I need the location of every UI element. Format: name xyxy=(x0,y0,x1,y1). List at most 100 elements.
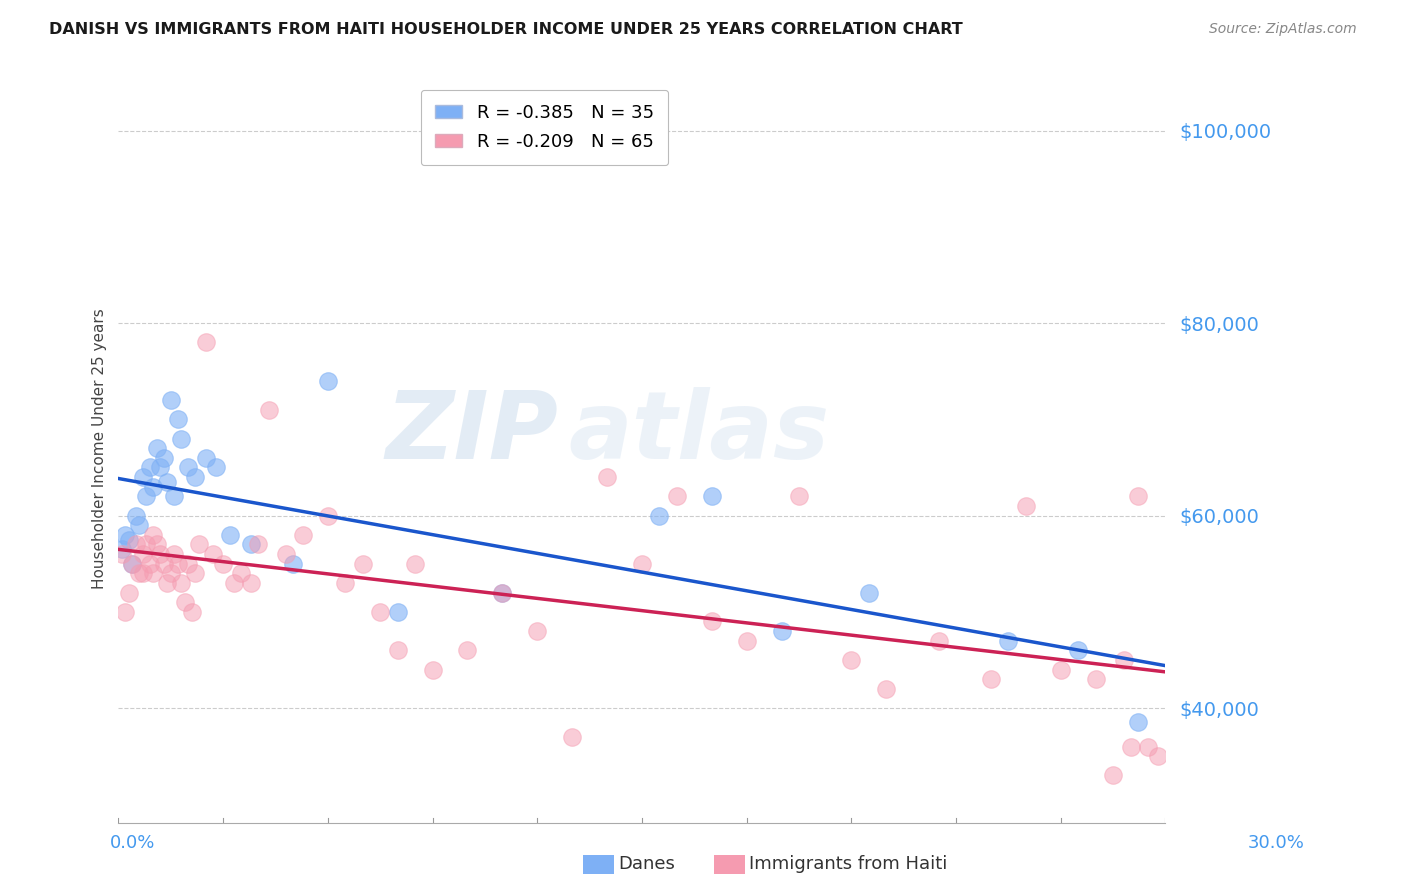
Point xyxy=(163,547,186,561)
Point xyxy=(184,470,207,484)
Point xyxy=(422,663,444,677)
Point xyxy=(404,557,426,571)
Point xyxy=(135,489,157,503)
Point xyxy=(1102,768,1125,782)
Point xyxy=(928,633,950,648)
Point xyxy=(135,537,157,551)
Text: Danes: Danes xyxy=(619,855,675,873)
Point xyxy=(118,533,141,547)
Point xyxy=(194,335,217,350)
Text: 0.0%: 0.0% xyxy=(110,834,155,852)
Point xyxy=(132,547,155,561)
Y-axis label: Householder Income Under 25 years: Householder Income Under 25 years xyxy=(93,308,107,589)
Point xyxy=(159,566,181,581)
Point xyxy=(166,557,188,571)
Point xyxy=(219,528,242,542)
Point xyxy=(997,633,1019,648)
Point xyxy=(352,557,374,571)
Point xyxy=(128,518,150,533)
Point xyxy=(170,576,193,591)
Point xyxy=(1084,672,1107,686)
Point xyxy=(526,624,548,638)
Point xyxy=(111,542,134,557)
Point xyxy=(247,537,270,551)
Point xyxy=(631,557,654,571)
Text: ZIP: ZIP xyxy=(385,387,558,479)
Point xyxy=(491,585,513,599)
Point xyxy=(222,576,245,591)
Point xyxy=(114,528,136,542)
Point xyxy=(491,585,513,599)
Point xyxy=(132,470,155,484)
Point xyxy=(700,489,723,503)
Point xyxy=(146,441,169,455)
Point xyxy=(125,508,148,523)
Point xyxy=(316,374,339,388)
Point xyxy=(1049,663,1071,677)
Point xyxy=(735,633,758,648)
Point xyxy=(194,450,217,465)
Point xyxy=(121,557,143,571)
Point xyxy=(1112,653,1135,667)
Point xyxy=(111,547,134,561)
Point xyxy=(770,624,793,638)
Point xyxy=(240,576,263,591)
Point xyxy=(177,557,200,571)
Point xyxy=(841,653,863,667)
Point xyxy=(121,557,143,571)
Point xyxy=(205,460,228,475)
Text: atlas: atlas xyxy=(568,387,830,479)
Point xyxy=(1126,489,1149,503)
Point xyxy=(142,528,165,542)
Point xyxy=(132,566,155,581)
Point xyxy=(173,595,195,609)
Text: 30.0%: 30.0% xyxy=(1249,834,1305,852)
Point xyxy=(166,412,188,426)
Point xyxy=(170,432,193,446)
Point xyxy=(159,393,181,408)
Point xyxy=(156,475,179,489)
Point xyxy=(316,508,339,523)
Point xyxy=(142,480,165,494)
Point xyxy=(456,643,478,657)
Point xyxy=(146,537,169,551)
Point xyxy=(596,470,619,484)
Point xyxy=(274,547,297,561)
Point xyxy=(114,605,136,619)
Legend: R = -0.385   N = 35, R = -0.209   N = 65: R = -0.385 N = 35, R = -0.209 N = 65 xyxy=(420,89,668,165)
Point xyxy=(1015,499,1038,513)
Point xyxy=(787,489,810,503)
Point xyxy=(1126,715,1149,730)
Point xyxy=(240,537,263,551)
Point xyxy=(368,605,391,619)
Point xyxy=(257,402,280,417)
Point xyxy=(149,547,172,561)
Text: Source: ZipAtlas.com: Source: ZipAtlas.com xyxy=(1209,22,1357,37)
Point xyxy=(156,576,179,591)
Point xyxy=(1067,643,1090,657)
Point xyxy=(201,547,224,561)
Point xyxy=(139,460,162,475)
Point xyxy=(125,537,148,551)
Point xyxy=(561,730,583,744)
Point xyxy=(648,508,671,523)
Text: Immigrants from Haiti: Immigrants from Haiti xyxy=(749,855,948,873)
Point xyxy=(153,557,176,571)
Point xyxy=(281,557,304,571)
Point xyxy=(980,672,1002,686)
Point xyxy=(163,489,186,503)
Point xyxy=(180,605,202,619)
Point xyxy=(700,615,723,629)
Point xyxy=(387,643,409,657)
Point xyxy=(665,489,688,503)
Point xyxy=(128,566,150,581)
Point xyxy=(142,566,165,581)
Point xyxy=(212,557,235,571)
Point xyxy=(1147,749,1170,764)
Point xyxy=(292,528,315,542)
Point xyxy=(229,566,252,581)
Point xyxy=(149,460,172,475)
Point xyxy=(139,557,162,571)
Point xyxy=(118,585,141,599)
Text: DANISH VS IMMIGRANTS FROM HAITI HOUSEHOLDER INCOME UNDER 25 YEARS CORRELATION CH: DANISH VS IMMIGRANTS FROM HAITI HOUSEHOL… xyxy=(49,22,963,37)
